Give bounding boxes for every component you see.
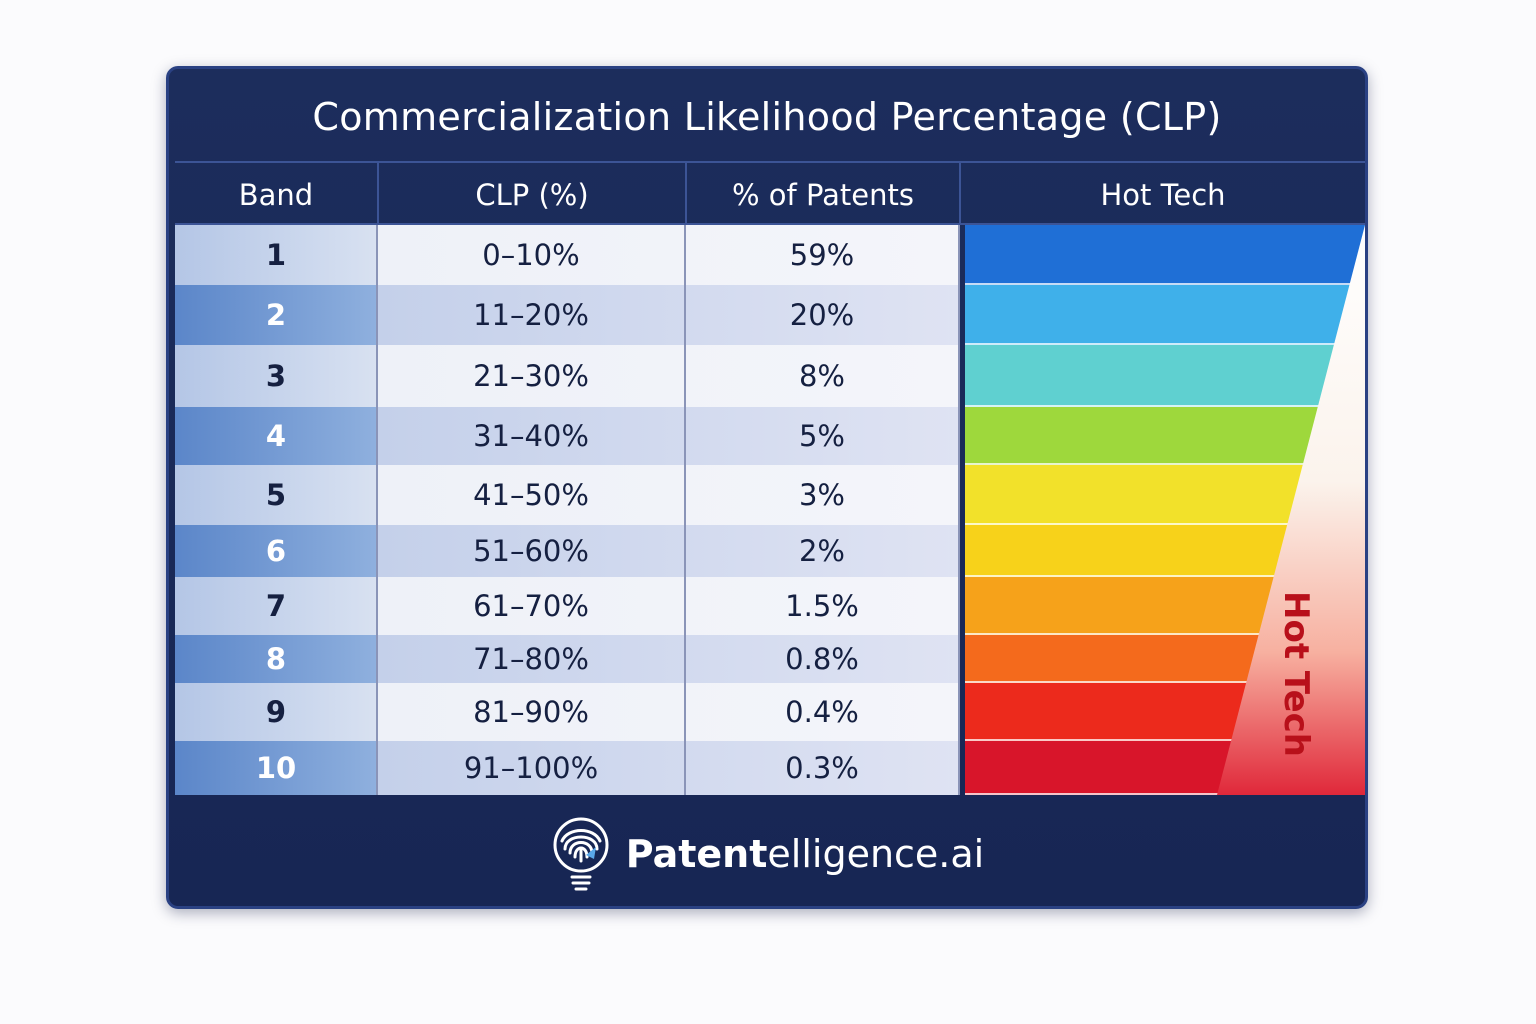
band-cell: 6: [265, 534, 287, 568]
row-bg: [377, 741, 959, 795]
band-cell: 8: [265, 642, 287, 676]
clp-cell: 31–40%: [473, 419, 589, 453]
band-cell-bg: [175, 345, 377, 407]
divider-2: [684, 225, 686, 795]
row-bg: [377, 225, 959, 285]
divider-3: [958, 225, 960, 795]
row-bg: [377, 577, 959, 635]
patents-cell: 2%: [798, 534, 845, 568]
band-cell-bg: [175, 465, 377, 525]
hot-tech-wedge-shape: [1217, 225, 1365, 795]
row-bg: [377, 285, 959, 345]
patents-cell: 8%: [798, 359, 845, 393]
hot-tech-label: Hot Tech: [1276, 591, 1316, 757]
clp-cell: 11–20%: [473, 298, 589, 332]
hot-tech-gradient: [965, 225, 1365, 795]
patents-cell: 5%: [798, 419, 845, 453]
clp-card: Commercialization Likelihood Percentage …: [166, 66, 1368, 909]
brand-name-rest: elligence.ai: [767, 832, 985, 876]
row-bg: [377, 683, 959, 741]
row-bg: [377, 525, 959, 577]
patents-cell: 20%: [789, 298, 855, 332]
clp-cell: 21–30%: [473, 359, 589, 393]
clp-cell: 81–90%: [473, 695, 589, 729]
clp-cell: 71–80%: [473, 642, 589, 676]
band-cell-bg: [175, 407, 377, 465]
chart-title: Commercialization Likelihood Percentage …: [312, 95, 1222, 139]
header-clp: CLP (%): [377, 161, 685, 225]
row-bg: [377, 465, 959, 525]
brand-name-bold: Patent: [625, 832, 768, 876]
band-cell-bg: [175, 741, 377, 795]
header-band: Band: [175, 161, 377, 225]
row-bg: [377, 407, 959, 465]
patents-cell: 0.8%: [785, 642, 859, 676]
row-bg: [377, 635, 959, 683]
band-cell: 1: [265, 238, 287, 272]
band-cell-bg: [175, 683, 377, 741]
hot-tech-bar: [965, 345, 1365, 407]
header-hot-tech: Hot Tech: [959, 161, 1365, 225]
band-cell: 7: [265, 589, 287, 623]
clp-cell: 91–100%: [463, 751, 599, 785]
band-cell: 3: [265, 359, 287, 393]
clp-cell: 41–50%: [473, 478, 589, 512]
band-cell: 10: [255, 751, 297, 785]
band-cell-bg: [175, 525, 377, 577]
hot-tech-wedge: [1217, 225, 1365, 795]
patents-cell: 0.3%: [785, 751, 859, 785]
patents-cell: 1.5%: [785, 589, 859, 623]
divider-1: [376, 225, 378, 795]
clp-cell: 61–70%: [473, 589, 589, 623]
band-cell: 9: [265, 695, 287, 729]
brand-name: Patentelligence.ai: [626, 832, 984, 876]
band-cell-bg: [175, 285, 377, 345]
band-cell-bg: [175, 577, 377, 635]
hot-tech-bar: [965, 225, 1365, 285]
clp-cell: 51–60%: [473, 534, 589, 568]
header-patents: % of Patents: [685, 161, 959, 225]
patents-cell: 3%: [798, 478, 845, 512]
band-cell: 2: [265, 298, 287, 332]
hot-tech-bar: [965, 407, 1365, 465]
hot-tech-bar: [965, 285, 1365, 345]
band-cell: 5: [265, 478, 287, 512]
patents-cell: 59%: [789, 238, 855, 272]
footer: Patentelligence.ai: [169, 799, 1365, 909]
band-cell: 4: [265, 419, 287, 453]
patents-cell: 0.4%: [785, 695, 859, 729]
row-bg: [377, 345, 959, 407]
band-cell-bg: [175, 635, 377, 683]
clp-cell: 0–10%: [482, 238, 580, 272]
fingerprint-lightbulb-icon: [553, 817, 609, 891]
band-cell-bg: [175, 225, 377, 285]
